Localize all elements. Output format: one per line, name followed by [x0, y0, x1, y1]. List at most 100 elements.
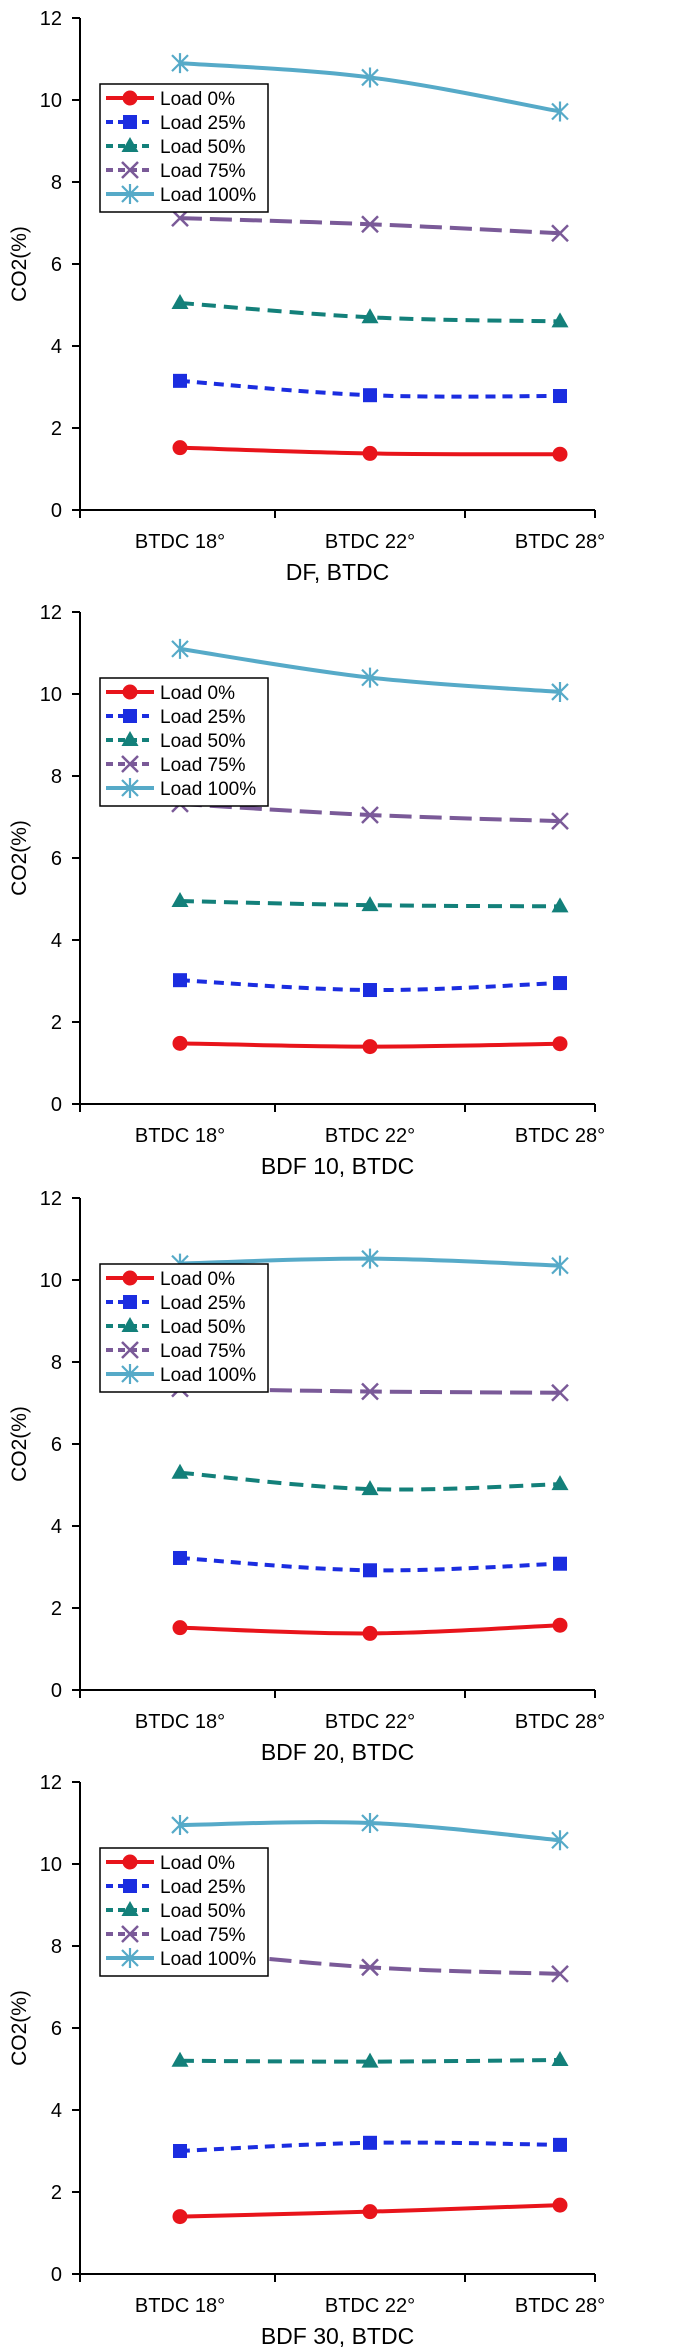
legend-label: Load 0% — [160, 89, 235, 110]
y-tick-label: 10 — [40, 1854, 62, 1876]
y-axis-title: CO2(%) — [8, 226, 31, 302]
legend-label: Load 100% — [160, 779, 256, 800]
legend-label: Load 25% — [160, 707, 246, 728]
data-point — [361, 1382, 379, 1401]
data-point — [173, 373, 187, 388]
data-point — [551, 1964, 569, 1983]
y-tick-label: 0 — [51, 1680, 62, 1702]
x-tick-label: BTDC 28° — [515, 1125, 605, 1147]
legend-label: Load 100% — [160, 1949, 256, 1970]
data-point — [361, 806, 379, 824]
data-point — [551, 224, 569, 243]
x-axis-title: BDF 20, BTDC — [261, 1739, 414, 1765]
y-tick-label: 12 — [40, 1188, 62, 1210]
series-line — [179, 899, 561, 909]
y-tick-label: 4 — [51, 2100, 62, 2122]
series-line — [179, 2057, 561, 2064]
legend-swatch-marker — [122, 1854, 138, 1870]
data-point — [363, 2135, 377, 2150]
y-tick-label: 4 — [51, 1516, 62, 1538]
y-tick-label: 10 — [40, 90, 62, 112]
legend: Load 0% Load 25% Load 50% Load 75% Load 100% — [99, 1263, 269, 1393]
legend-swatch-marker — [121, 1364, 139, 1384]
legend-swatch-marker — [121, 137, 139, 152]
series-1 — [173, 973, 567, 998]
y-tick-label: 0 — [51, 500, 62, 522]
data-point — [552, 1036, 568, 1052]
series-2 — [171, 892, 569, 913]
y-axis-title: CO2(%) — [8, 1990, 31, 2066]
chart-panel-bdf10: 0 2 4 6 8 10 12 BTDC 18° BTDC 22° BTDC 28° CO2(%) B… — [0, 594, 688, 1180]
data-point — [171, 1815, 189, 1836]
data-point — [361, 667, 379, 688]
series-2 — [171, 293, 569, 328]
x-tick-label: BTDC 22° — [325, 1711, 415, 1733]
legend-label: Load 100% — [160, 185, 256, 206]
y-tick-label: 10 — [40, 1270, 62, 1292]
y-tick-label: 2 — [51, 2182, 62, 2204]
data-point — [363, 388, 377, 403]
legend-swatch-marker — [123, 115, 137, 129]
series-0 — [172, 2197, 568, 2225]
data-point — [361, 1813, 379, 1833]
legend-swatch-marker — [121, 778, 139, 798]
series-2 — [171, 1463, 569, 1496]
legend-label: Load 50% — [160, 1317, 246, 1338]
y-tick-label: 6 — [51, 848, 62, 870]
y-tick-label: 8 — [51, 1936, 62, 1958]
x-tick-label: BTDC 28° — [515, 1711, 605, 1733]
y-tick-label: 4 — [51, 930, 62, 952]
y-tick-label: 12 — [40, 8, 62, 30]
legend-label: Load 50% — [160, 731, 246, 752]
x-tick-label: BTDC 18° — [135, 2295, 225, 2317]
data-point — [551, 681, 569, 702]
series-line — [179, 1470, 561, 1492]
legend-swatch-marker — [121, 1317, 139, 1332]
data-point — [362, 445, 378, 461]
data-point — [553, 1556, 567, 1571]
legend-label: Load 50% — [160, 1901, 246, 1922]
x-tick-label: BTDC 18° — [135, 1125, 225, 1147]
y-axis-title: CO2(%) — [8, 1406, 31, 1482]
y-tick-label: 0 — [51, 2264, 62, 2286]
x-tick-label: BTDC 22° — [325, 2295, 415, 2317]
chart-svg-bdf20: 0 2 4 6 8 10 12 BTDC 18° BTDC 22° BTDC 28° CO2(%) B… — [8, 1188, 605, 1765]
x-tick-label: BTDC 18° — [135, 1711, 225, 1733]
y-tick-label: 6 — [51, 1434, 62, 1456]
legend-swatch-marker — [121, 1901, 139, 1916]
data-point — [552, 1617, 568, 1633]
legend-label: Load 25% — [160, 1293, 246, 1314]
legend: Load 0% Load 25% Load 50% Load 75% Load 100% — [99, 83, 269, 213]
legend-label: Load 0% — [160, 683, 235, 704]
data-point — [171, 2051, 189, 2067]
data-point — [362, 1039, 378, 1055]
data-point — [551, 2050, 569, 2066]
data-point — [361, 308, 379, 324]
series-4 — [171, 53, 569, 122]
data-point — [361, 896, 379, 912]
x-tick-label: BTDC 22° — [325, 531, 415, 553]
x-axis-title: DF, BTDC — [286, 559, 390, 585]
y-tick-label: 6 — [51, 2018, 62, 2040]
legend-label: Load 75% — [160, 755, 246, 776]
legend-swatch-marker — [122, 1270, 138, 1286]
legend: Load 0% Load 25% Load 50% Load 75% Load 100% — [99, 677, 269, 807]
x-tick-label: BTDC 18° — [135, 531, 225, 553]
data-point — [552, 2197, 568, 2213]
legend-swatch-marker — [121, 731, 139, 746]
chart-panel-df: 0 2 4 6 8 10 12 BTDC 18° BTDC 22° BTDC 28° CO2(%) D… — [0, 0, 688, 586]
y-tick-label: 8 — [51, 766, 62, 788]
y-tick-label: 12 — [40, 1772, 62, 1794]
data-point — [171, 638, 189, 659]
legend-swatch-marker — [121, 1925, 139, 1943]
data-point — [171, 293, 189, 309]
x-tick-label: BTDC 22° — [325, 1125, 415, 1147]
data-point — [361, 215, 379, 234]
legend-label: Load 25% — [160, 1877, 246, 1898]
data-point — [363, 1563, 377, 1578]
data-point — [171, 1463, 189, 1479]
data-point — [173, 2144, 187, 2158]
legend-label: Load 25% — [160, 113, 246, 134]
series-4 — [171, 638, 569, 702]
legend-swatch-marker — [122, 684, 138, 700]
